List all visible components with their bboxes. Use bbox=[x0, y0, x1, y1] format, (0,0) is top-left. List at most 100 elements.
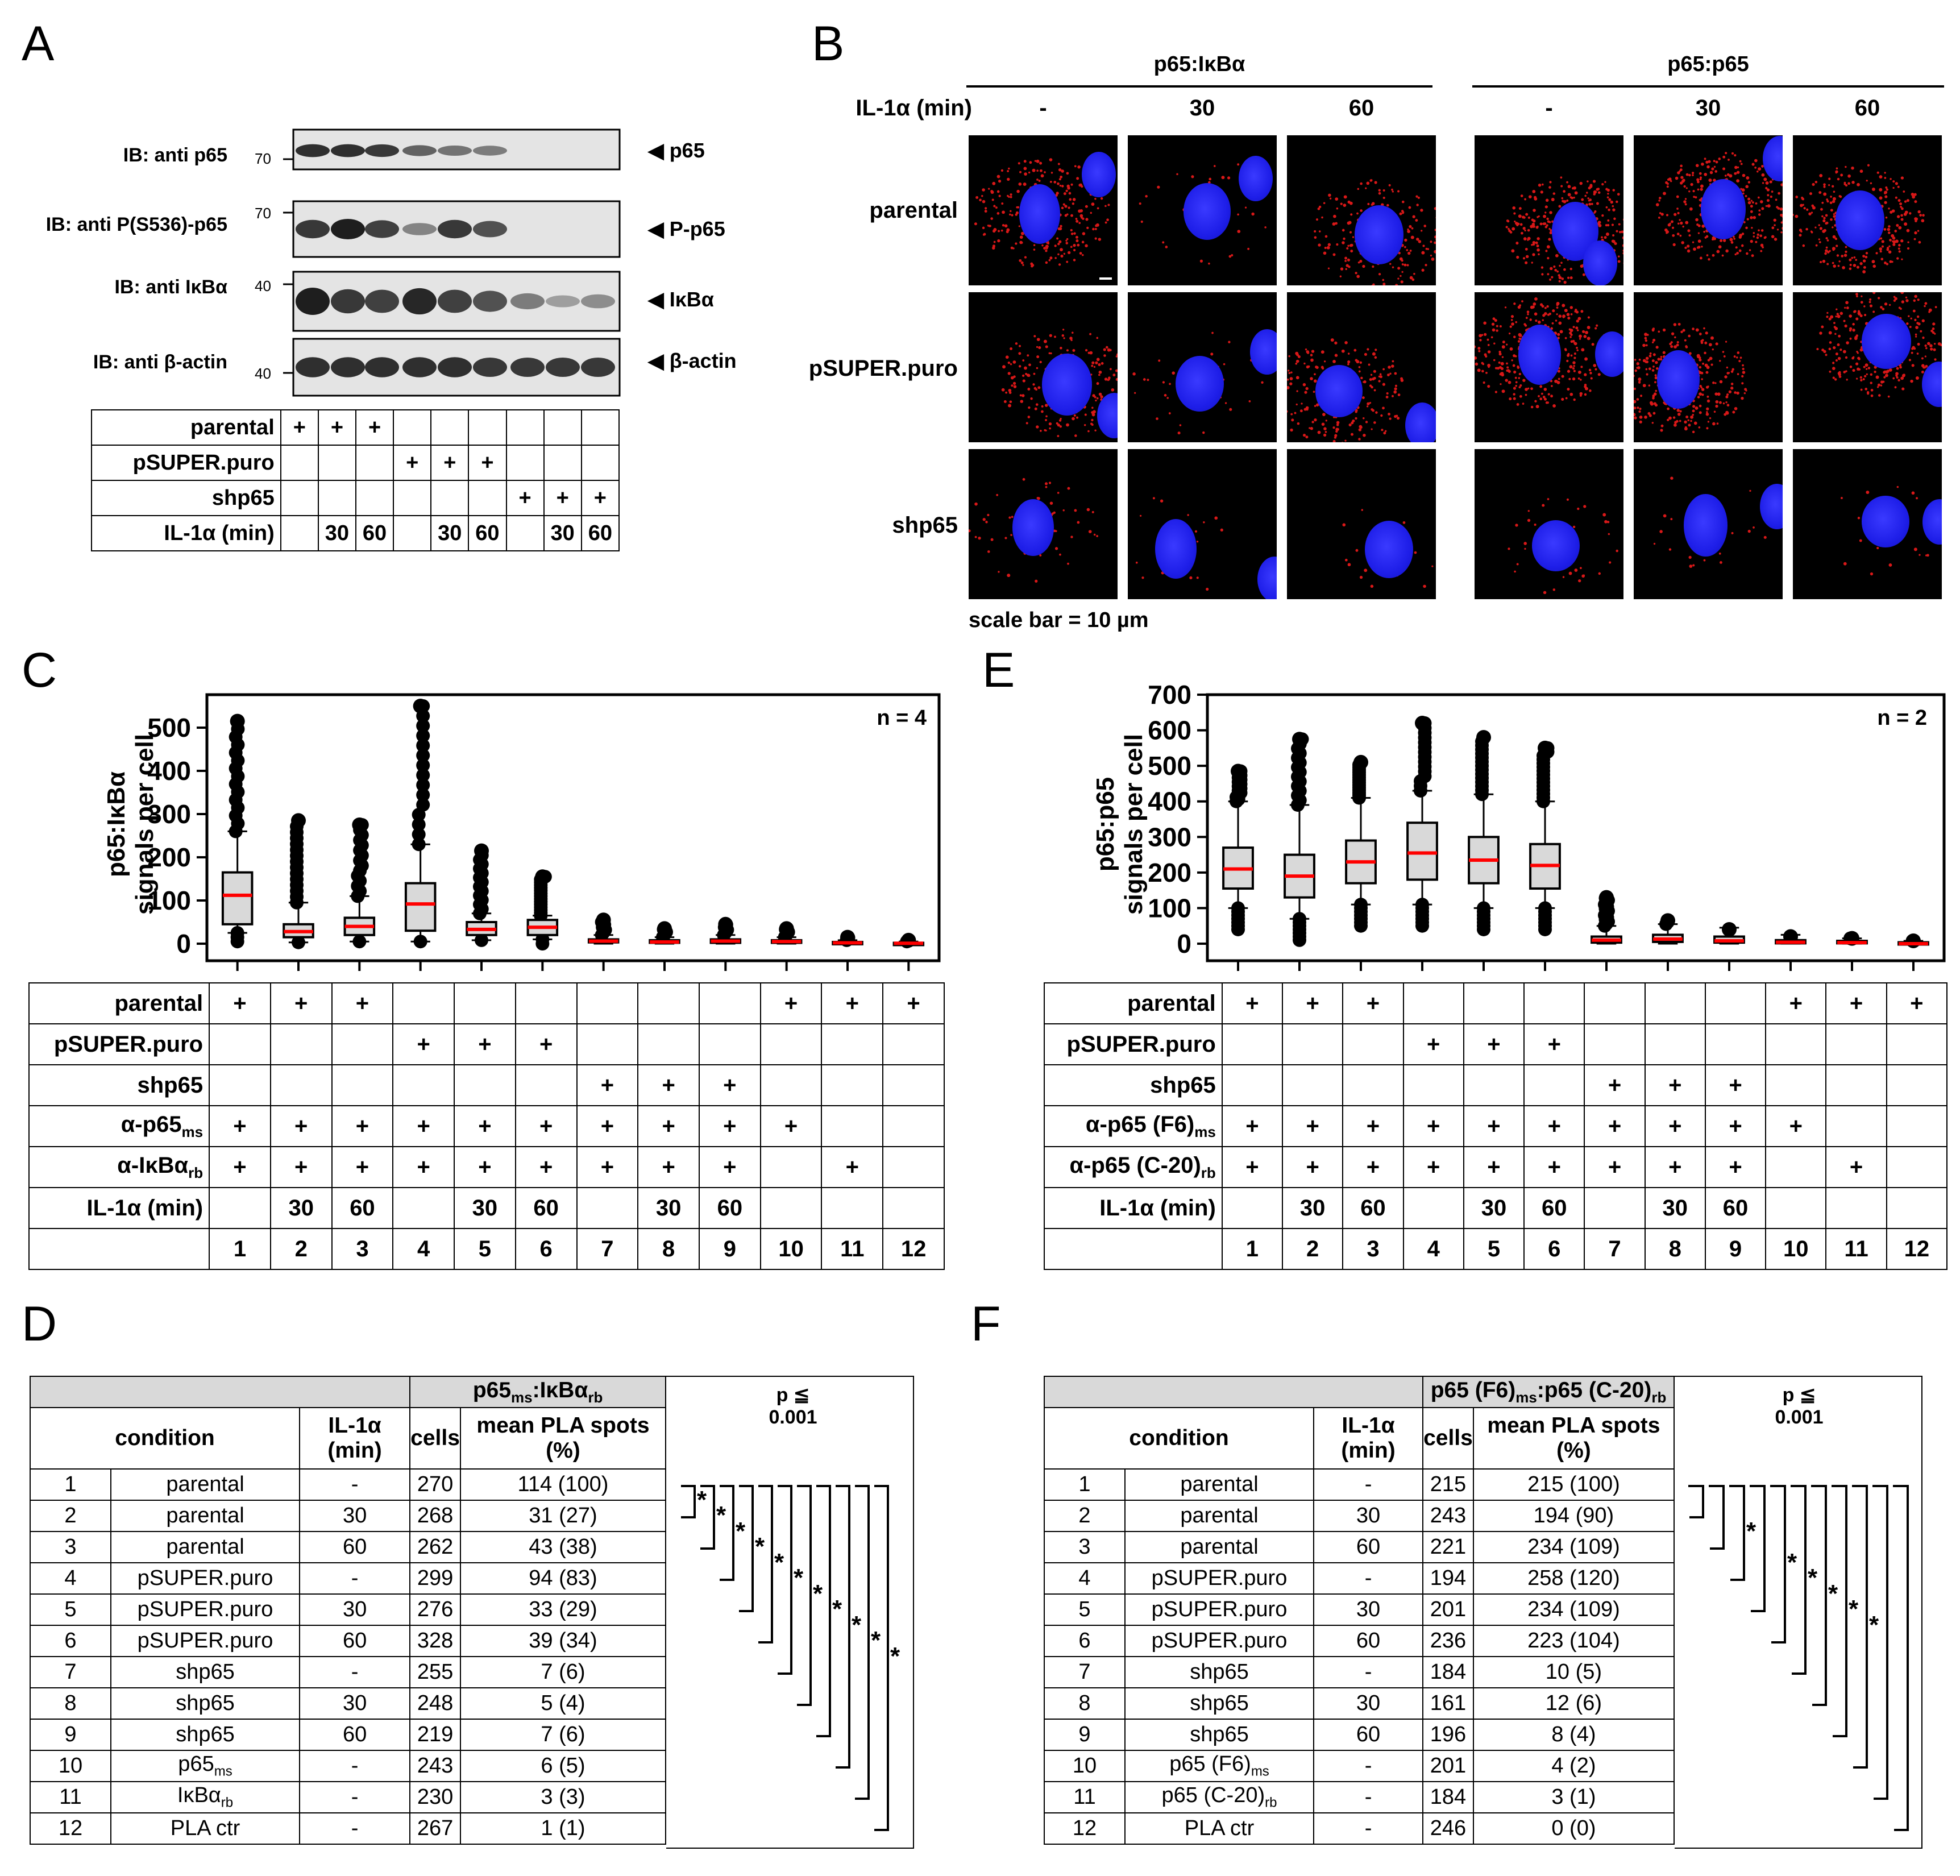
pla-signal bbox=[1022, 359, 1025, 362]
cell-text: 12 (6) bbox=[1545, 1691, 1602, 1715]
pla-signal bbox=[1075, 218, 1078, 220]
grid-cell bbox=[1886, 1064, 1948, 1106]
pla-signal bbox=[1845, 370, 1847, 372]
pla-signal bbox=[1832, 367, 1836, 370]
ylabel-line1: p65:p65 bbox=[1091, 777, 1119, 872]
pla-signal bbox=[1518, 214, 1522, 218]
pla-signal bbox=[1386, 392, 1389, 395]
pla-signal bbox=[1898, 226, 1902, 230]
pla-signal bbox=[1328, 193, 1331, 197]
pla-signal bbox=[1749, 249, 1751, 251]
pla-signal bbox=[1493, 359, 1496, 362]
pla-signal bbox=[1572, 367, 1575, 370]
cell-text: shp65 bbox=[1190, 1723, 1249, 1746]
pla-signal bbox=[1007, 574, 1011, 578]
pla-signal bbox=[1679, 234, 1682, 237]
grid-cell: 60 bbox=[1704, 1187, 1767, 1229]
pla-signal bbox=[1645, 356, 1649, 360]
pla-signal bbox=[1666, 231, 1668, 234]
pla-signal bbox=[1865, 255, 1868, 259]
pla-signal bbox=[1404, 238, 1407, 242]
pla-signal bbox=[1872, 264, 1876, 268]
grid-cell: + bbox=[637, 1146, 700, 1188]
pla-signal bbox=[1823, 183, 1826, 186]
pla-signal bbox=[1573, 398, 1576, 401]
pla-signal bbox=[1844, 324, 1847, 327]
mw-marker: 40 bbox=[255, 365, 271, 382]
group-title-p65: p65:p65 bbox=[1667, 52, 1749, 76]
pla-signal bbox=[1838, 195, 1841, 198]
pla-signal bbox=[1911, 491, 1915, 495]
pla-signal bbox=[1349, 231, 1352, 234]
pla-signal bbox=[1654, 404, 1658, 407]
grid-row: pSUPER.puro + + + bbox=[91, 445, 620, 481]
blot-band bbox=[331, 219, 365, 239]
pla-signal bbox=[1843, 181, 1846, 184]
pla-signal bbox=[1072, 202, 1075, 205]
outlier-point bbox=[475, 857, 489, 871]
blot-band bbox=[438, 219, 472, 239]
grid-row-label: IL-1α (min) bbox=[28, 1187, 210, 1229]
pla-signal bbox=[1368, 363, 1371, 366]
pla-signal bbox=[1525, 261, 1528, 264]
significance-star: * bbox=[774, 1548, 784, 1576]
pla-signal bbox=[1527, 216, 1530, 219]
outlier-point bbox=[229, 730, 243, 744]
pla-signal bbox=[1487, 344, 1490, 346]
blot-membrane bbox=[292, 338, 621, 397]
outlier-point bbox=[534, 878, 548, 892]
pla-signal bbox=[1318, 205, 1322, 209]
box bbox=[832, 940, 863, 945]
grid-cell: + bbox=[1221, 982, 1284, 1024]
grid-cell bbox=[637, 1023, 700, 1065]
outlier-point bbox=[1418, 769, 1432, 783]
pla-signal bbox=[1692, 413, 1695, 416]
pla-signal bbox=[1288, 372, 1291, 375]
outlier-point bbox=[1234, 764, 1248, 778]
pla-signal bbox=[1412, 215, 1415, 218]
table-cell: - bbox=[298, 1750, 411, 1782]
pla-signal bbox=[1303, 408, 1307, 411]
pla-signal bbox=[1054, 335, 1056, 338]
pla-signal bbox=[1108, 376, 1111, 380]
pla-signal bbox=[1717, 392, 1721, 396]
outlier-point bbox=[538, 870, 552, 884]
pla-signal bbox=[1587, 316, 1590, 319]
outlier-point bbox=[290, 825, 304, 840]
pla-signal bbox=[1037, 386, 1041, 389]
pla-signal bbox=[1072, 348, 1075, 352]
pla-signal bbox=[1538, 253, 1540, 256]
pla-signal bbox=[1646, 373, 1648, 376]
table-cell: 3 bbox=[1044, 1531, 1126, 1563]
pla-signal bbox=[1853, 356, 1855, 358]
grid-row-label: pSUPER.puro bbox=[1044, 1023, 1223, 1065]
outlier-point bbox=[1293, 912, 1306, 926]
outlier-point bbox=[1540, 745, 1555, 759]
pla-signal bbox=[1342, 241, 1345, 244]
pla-signal bbox=[1056, 192, 1059, 195]
outlier-point bbox=[416, 699, 430, 713]
pla-signal bbox=[978, 536, 981, 540]
pla-signal bbox=[1004, 224, 1008, 228]
pla-signal bbox=[1756, 233, 1759, 236]
pla-signal bbox=[1510, 315, 1514, 318]
pla-signal bbox=[1320, 366, 1324, 369]
pla-signal bbox=[1036, 425, 1039, 429]
outlier-point bbox=[1601, 915, 1615, 929]
pla-signal bbox=[1889, 260, 1892, 263]
pla-signal bbox=[1885, 186, 1888, 189]
pla-signal bbox=[1537, 248, 1540, 252]
outlier-point bbox=[290, 849, 304, 863]
p-label: p ≦ 0.001 bbox=[1756, 1384, 1842, 1429]
table-cell: 60 bbox=[298, 1531, 411, 1563]
band-label-p65: ◀ p65 bbox=[648, 139, 705, 163]
pla-signal bbox=[1745, 194, 1747, 197]
pla-signal bbox=[1728, 372, 1730, 374]
cell-text: 10 bbox=[1072, 1754, 1097, 1778]
pla-signal bbox=[1506, 362, 1508, 365]
grid-cell: + bbox=[1282, 1105, 1344, 1147]
pla-signal bbox=[975, 196, 979, 199]
grid-cell bbox=[269, 1064, 333, 1106]
pla-signal bbox=[1719, 360, 1721, 362]
pla-signal bbox=[1818, 241, 1821, 243]
